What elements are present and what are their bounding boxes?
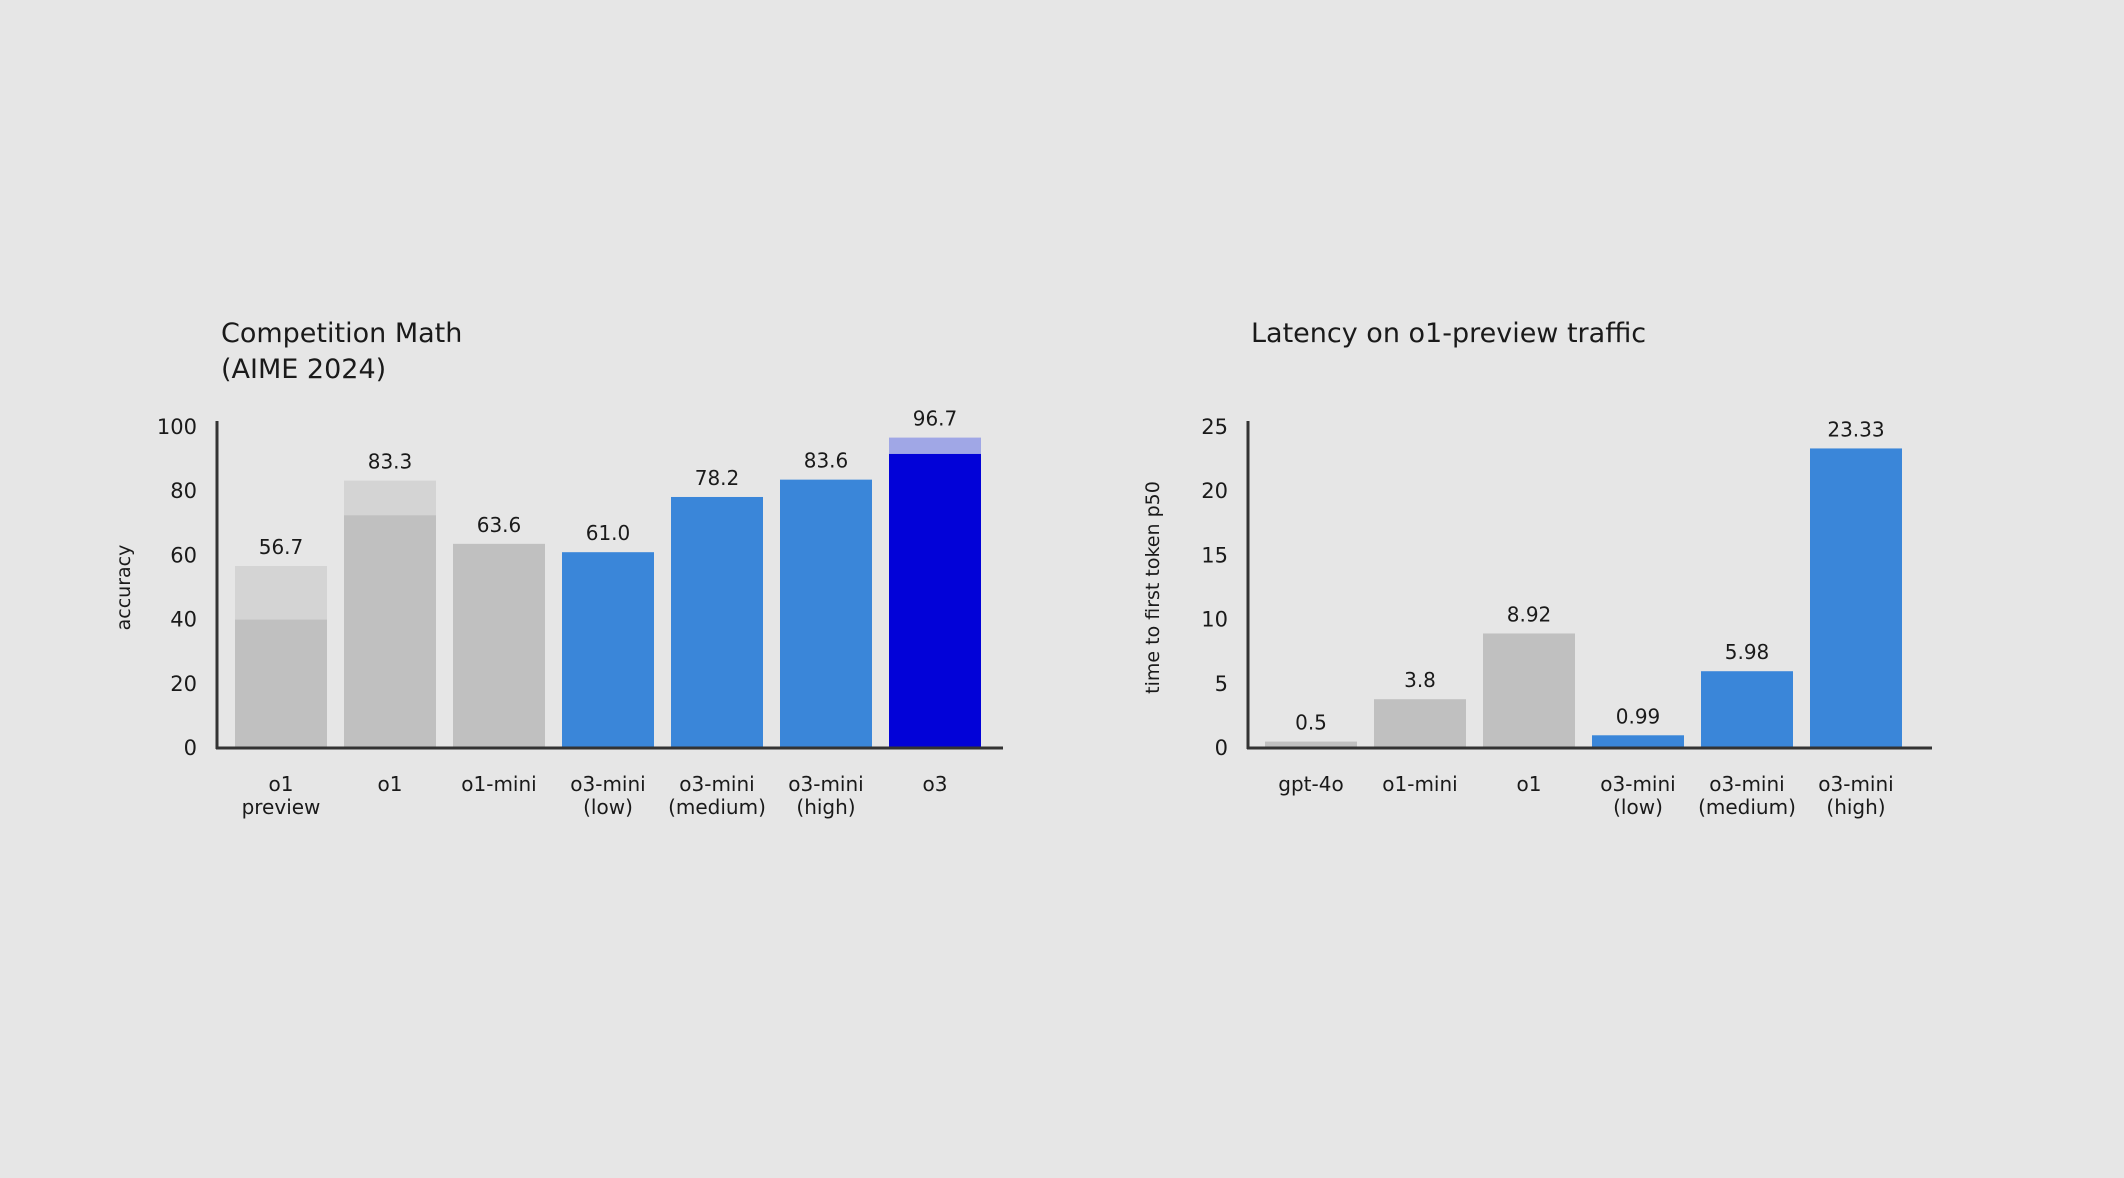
x-tick-label: o3-mini [679, 772, 754, 796]
bar-segment [235, 619, 327, 748]
data-label: 0.99 [1616, 704, 1661, 728]
x-tick-label: o1 [269, 772, 294, 796]
data-label: 63.6 [477, 513, 522, 537]
x-tick-label: o3-mini [1709, 772, 1784, 796]
bar [1483, 633, 1575, 748]
y-tick-label: 15 [1201, 543, 1228, 567]
latency-chart: Latency on o1-preview traffic time to fir… [1142, 318, 1932, 819]
chart-title: (AIME 2024) [221, 354, 386, 385]
bar [1592, 735, 1684, 748]
data-label: 56.7 [259, 535, 304, 559]
data-label: 83.3 [368, 450, 413, 474]
x-tick-label: o1 [1517, 772, 1542, 796]
x-tick-label: gpt-4o [1278, 772, 1343, 796]
x-tick-label: o3 [923, 772, 948, 796]
data-label: 0.5 [1295, 711, 1327, 735]
y-tick-label: 5 [1215, 672, 1228, 696]
y-tick-label: 0 [1215, 736, 1228, 760]
y-tick-label: 100 [157, 415, 197, 439]
y-axis-label: time to first token p50 [1142, 481, 1164, 694]
y-tick-label: 20 [1201, 479, 1228, 503]
y-tick-label: 40 [170, 608, 197, 632]
accuracy-chart: Competition Math (AIME 2024) accuracy 0 20 40… [113, 318, 1003, 819]
bar [562, 552, 654, 748]
data-label: 96.7 [913, 407, 958, 431]
x-tick-label: o3-mini [1600, 772, 1675, 796]
bar [780, 479, 872, 748]
data-label: 8.92 [1507, 602, 1552, 626]
x-tick-label: (low) [583, 795, 633, 819]
x-tick-label: (medium) [668, 795, 766, 819]
bar [1701, 671, 1793, 748]
data-label: 3.8 [1404, 668, 1436, 692]
bar-segment [344, 515, 436, 748]
y-tick-label: 25 [1201, 415, 1228, 439]
y-tick-label: 0 [184, 736, 197, 760]
x-tick-label: o1-mini [1382, 772, 1457, 796]
x-tick-label: (high) [1826, 795, 1885, 819]
y-tick-label: 80 [170, 479, 197, 503]
bar [1374, 699, 1466, 748]
data-label: 23.33 [1827, 417, 1884, 441]
x-tick-label: preview [242, 795, 321, 819]
x-tick-label: (medium) [1698, 795, 1796, 819]
bar [1265, 741, 1357, 748]
data-label: 5.98 [1725, 640, 1770, 664]
y-axis-label: accuracy [113, 545, 135, 631]
x-tick-label: o3-mini [1818, 772, 1893, 796]
bar [1810, 448, 1902, 748]
data-label: 78.2 [695, 466, 740, 490]
bar-segment [889, 453, 981, 748]
bar [671, 496, 763, 748]
y-tick-label: 10 [1201, 608, 1228, 632]
x-tick-label: (low) [1613, 795, 1663, 819]
y-tick-label: 60 [170, 543, 197, 567]
x-tick-label: o3-mini [788, 772, 863, 796]
x-tick-label: o1 [378, 772, 403, 796]
y-tick-label: 20 [170, 672, 197, 696]
bar [453, 543, 545, 748]
data-label: 61.0 [586, 521, 631, 545]
chart-title: Competition Math [221, 318, 462, 349]
data-label: 83.6 [804, 449, 849, 473]
x-tick-label: o3-mini [570, 772, 645, 796]
x-tick-label: (high) [796, 795, 855, 819]
chart-title: Latency on o1-preview traffic [1251, 318, 1646, 349]
x-tick-label: o1-mini [461, 772, 536, 796]
